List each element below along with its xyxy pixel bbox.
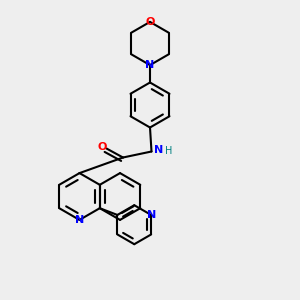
Text: O: O: [145, 17, 155, 27]
Text: N: N: [146, 60, 154, 70]
Text: N: N: [75, 215, 84, 225]
Text: H: H: [165, 146, 172, 156]
Text: N: N: [154, 145, 164, 155]
Text: O: O: [97, 142, 107, 152]
Text: N: N: [146, 210, 156, 220]
